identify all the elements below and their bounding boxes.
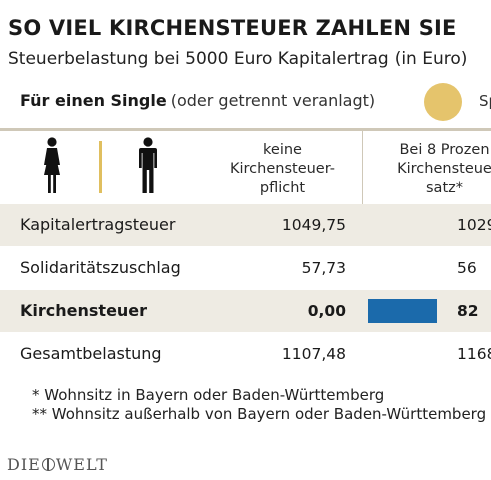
chart-title: SO VIEL KIRCHENSTEUER ZAHLEN SIE xyxy=(8,16,457,40)
column-separator xyxy=(362,131,363,204)
section-note: (oder getrennt veranlagt) xyxy=(170,91,376,110)
column-header-line: keine xyxy=(263,142,302,158)
column-header-8-percent: Bei 8 Prozen Kirchensteue satz* xyxy=(372,141,491,198)
subtitle-text: Steuerbelastung bei 5000 Euro Kapitalert… xyxy=(8,49,389,69)
legend-label: Sp xyxy=(479,92,491,110)
row-label: Kapitalertragsteuer xyxy=(20,215,176,234)
church-tax-bar xyxy=(368,299,437,323)
chart-subtitle: Steuerbelastung bei 5000 Euro Kapitalert… xyxy=(8,49,467,69)
value-8-percent: 82 xyxy=(457,302,479,320)
row-label: Solidaritätszuschlag xyxy=(20,258,181,277)
table-row: Gesamtbelastung 1107,48 1168 xyxy=(0,333,491,375)
value-no-church-tax: 1107,48 xyxy=(281,345,346,363)
value-no-church-tax: 0,00 xyxy=(307,302,346,320)
gender-divider xyxy=(99,141,102,193)
globe-icon xyxy=(41,458,55,471)
table-row: Kapitalertragsteuer 1049,75 1029 xyxy=(0,204,491,246)
legend-dot xyxy=(424,83,462,121)
column-header-line: satz* xyxy=(426,180,463,196)
section-heading: Für einen Single (oder getrennt veranlagt… xyxy=(20,91,375,110)
table-row: Kirchensteuer 0,00 82 xyxy=(0,290,491,332)
column-header-line: Kirchensteue xyxy=(397,161,491,177)
header-rule xyxy=(0,128,491,131)
row-label: Gesamtbelastung xyxy=(20,344,162,363)
table-row: Solidaritätszuschlag 57,73 56 xyxy=(0,247,491,289)
value-8-percent: 1168 xyxy=(457,345,491,363)
column-header-line: Kirchensteuer- xyxy=(230,161,335,177)
value-8-percent: 1029 xyxy=(457,216,491,234)
column-header-line: pflicht xyxy=(259,180,306,196)
logo-right: WELT xyxy=(55,455,108,474)
logo-left: DIE xyxy=(7,455,41,474)
value-8-percent: 56 xyxy=(457,259,477,277)
footnote-1: * Wohnsitz in Bayern oder Baden-Württemb… xyxy=(32,386,385,404)
column-header-no-church-tax: keine Kirchensteuer- pflicht xyxy=(210,141,355,198)
section-label: Für einen Single xyxy=(20,91,167,110)
column-header-line: Bei 8 Prozen xyxy=(399,142,490,158)
value-no-church-tax: 57,73 xyxy=(301,259,346,277)
woman-icon xyxy=(44,137,60,193)
man-icon xyxy=(139,137,157,193)
publisher-logo: DIE WELT xyxy=(7,455,108,474)
row-label: Kirchensteuer xyxy=(20,301,148,320)
subtitle-unit: (in Euro) xyxy=(394,49,468,69)
footnote-2: ** Wohnsitz außerhalb von Bayern oder Ba… xyxy=(32,405,487,423)
value-no-church-tax: 1049,75 xyxy=(281,216,346,234)
